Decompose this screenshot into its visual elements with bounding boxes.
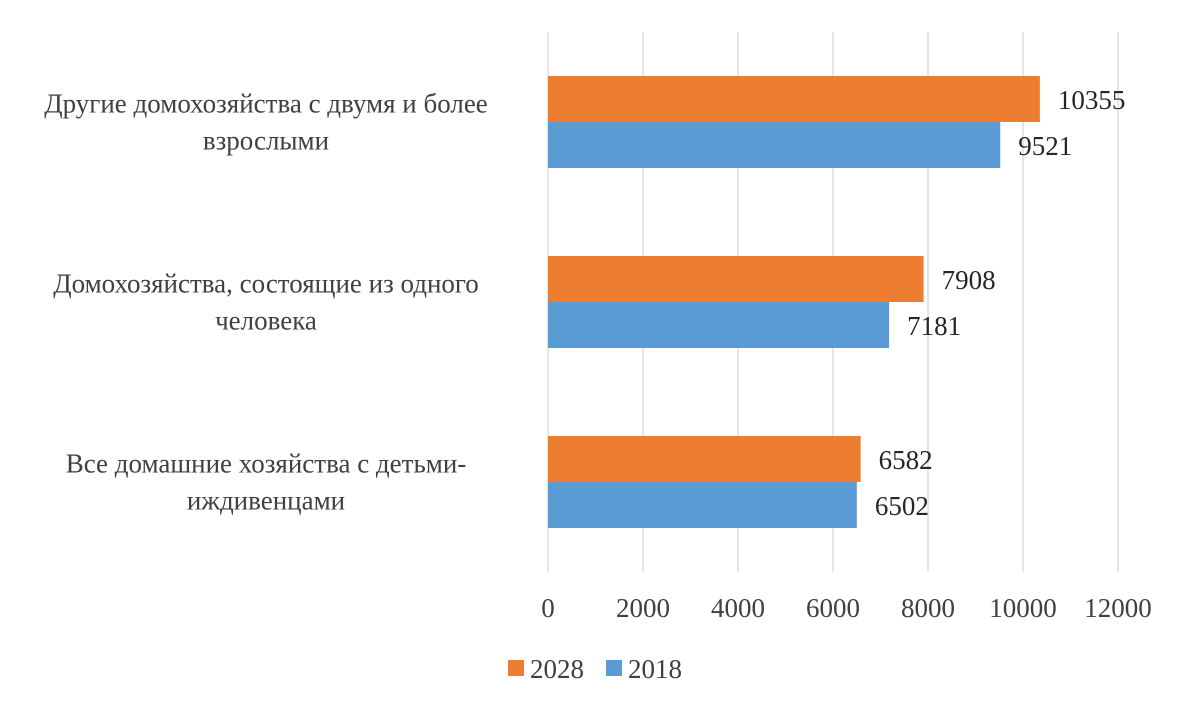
legend-label-2028: 2028 bbox=[530, 654, 584, 684]
data-label-2018-2: 6502 bbox=[875, 491, 929, 521]
x-tick-label: 0 bbox=[541, 593, 555, 623]
data-labels: 10355 9521 7908 7181 6582 6502 bbox=[875, 85, 1126, 521]
bar-2028-1 bbox=[548, 256, 924, 302]
bar-2018-2 bbox=[548, 482, 857, 528]
legend: 2028 2018 bbox=[508, 654, 682, 684]
category-label: Все домашние хозяйства с детьми-иждивенц… bbox=[66, 449, 467, 516]
bars bbox=[548, 76, 1040, 528]
x-axis-ticks: 0 2000 4000 6000 8000 10000 12000 bbox=[541, 593, 1152, 623]
data-label-2028-0: 10355 bbox=[1058, 85, 1126, 115]
data-label-2018-1: 7181 bbox=[907, 311, 961, 341]
legend-swatch-2018 bbox=[606, 660, 622, 676]
x-tick-label: 12000 bbox=[1084, 593, 1152, 623]
x-tick-label: 8000 bbox=[901, 593, 955, 623]
category-label: Другие домохозяйства с двумя и более взро… bbox=[44, 89, 488, 156]
bar-2028-0 bbox=[548, 76, 1040, 122]
data-label-2028-2: 6582 bbox=[879, 445, 933, 475]
bar-2028-2 bbox=[548, 436, 861, 482]
bar-2018-1 bbox=[548, 302, 890, 348]
legend-swatch-2028 bbox=[508, 660, 524, 676]
data-label-2028-1: 7908 bbox=[942, 265, 996, 295]
x-tick-label: 10000 bbox=[989, 593, 1057, 623]
bar-2018-0 bbox=[548, 122, 1001, 168]
x-tick-label: 6000 bbox=[806, 593, 860, 623]
x-tick-label: 2000 bbox=[616, 593, 670, 623]
x-tick-label: 4000 bbox=[711, 593, 765, 623]
category-label: Домохозяйства, состоящие из одного челове… bbox=[53, 269, 479, 336]
data-label-2018-0: 9521 bbox=[1018, 131, 1072, 161]
category-labels: Другие домохозяйства с двумя и более взро… bbox=[44, 89, 488, 516]
legend-label-2018: 2018 bbox=[628, 654, 682, 684]
